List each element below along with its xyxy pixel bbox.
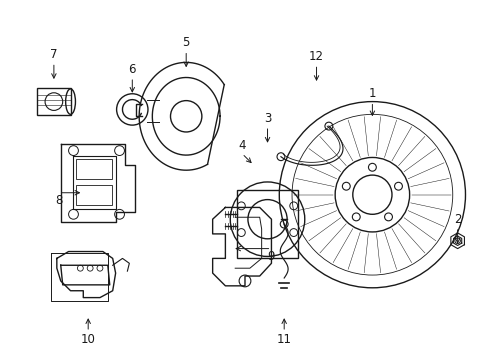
Text: 8: 8 — [55, 194, 62, 207]
Text: 12: 12 — [308, 50, 324, 63]
Bar — [37, 88, 70, 115]
Text: 6: 6 — [128, 63, 136, 76]
Text: 9: 9 — [267, 250, 275, 263]
Bar — [76, 185, 111, 204]
Text: 4: 4 — [238, 139, 245, 152]
Text: 2: 2 — [453, 213, 461, 226]
Text: 7: 7 — [50, 48, 58, 61]
Text: 10: 10 — [81, 333, 96, 346]
Text: 3: 3 — [264, 112, 271, 125]
Bar — [76, 159, 111, 179]
Text: 5: 5 — [182, 36, 189, 49]
Text: 11: 11 — [276, 333, 291, 346]
Bar — [237, 190, 297, 258]
Text: 1: 1 — [368, 87, 375, 100]
